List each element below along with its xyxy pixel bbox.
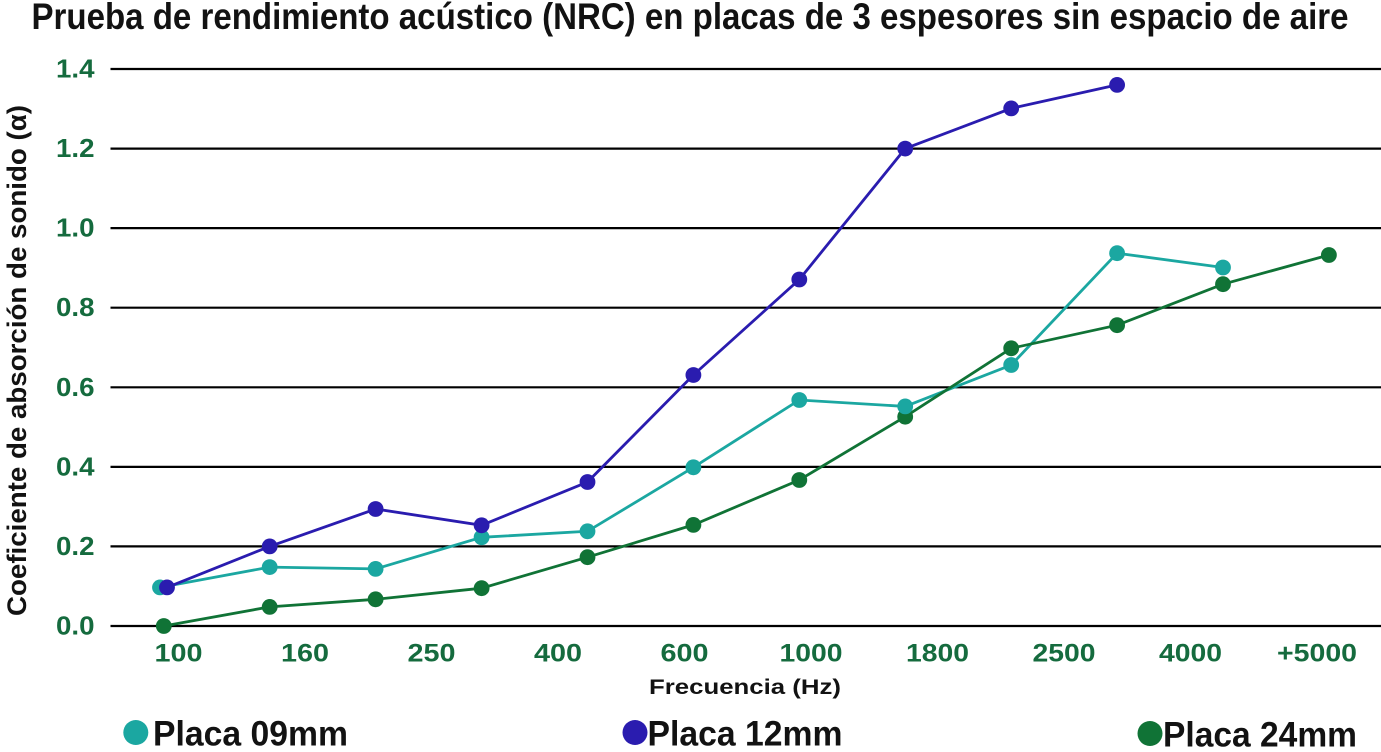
svg-text:600: 600 <box>661 640 709 668</box>
svg-text:1.0: 1.0 <box>56 215 95 243</box>
svg-text:0.0: 0.0 <box>56 613 95 641</box>
svg-text:1800: 1800 <box>906 640 969 668</box>
svg-text:Placa 12mm: Placa 12mm <box>648 715 843 747</box>
svg-text:Coeficiente de absorción de so: Coeficiente de absorción de sonido (α) <box>2 105 32 616</box>
svg-text:0.4: 0.4 <box>56 453 95 481</box>
svg-text:Prueba de rendimiento acústico: Prueba de rendimiento acústico (NRC) en … <box>32 0 1349 37</box>
svg-text:160: 160 <box>281 640 329 668</box>
svg-text:Frecuencia (Hz): Frecuencia (Hz) <box>649 676 841 699</box>
svg-text:2500: 2500 <box>1033 640 1096 668</box>
svg-text:100: 100 <box>155 640 203 668</box>
svg-text:Placa 24mm: Placa 24mm <box>1163 716 1357 748</box>
svg-text:1.4: 1.4 <box>56 56 95 84</box>
svg-text:Placa 09mm: Placa 09mm <box>153 715 348 747</box>
svg-text:1.2: 1.2 <box>56 135 95 163</box>
svg-text:1000: 1000 <box>780 640 843 668</box>
svg-text:400: 400 <box>534 640 582 668</box>
svg-text:0.8: 0.8 <box>56 294 95 322</box>
svg-text:0.6: 0.6 <box>56 374 95 402</box>
svg-text:4000: 4000 <box>1159 640 1222 668</box>
svg-text:+5000: +5000 <box>1277 640 1357 668</box>
svg-text:250: 250 <box>408 640 456 668</box>
svg-text:0.2: 0.2 <box>56 533 95 561</box>
